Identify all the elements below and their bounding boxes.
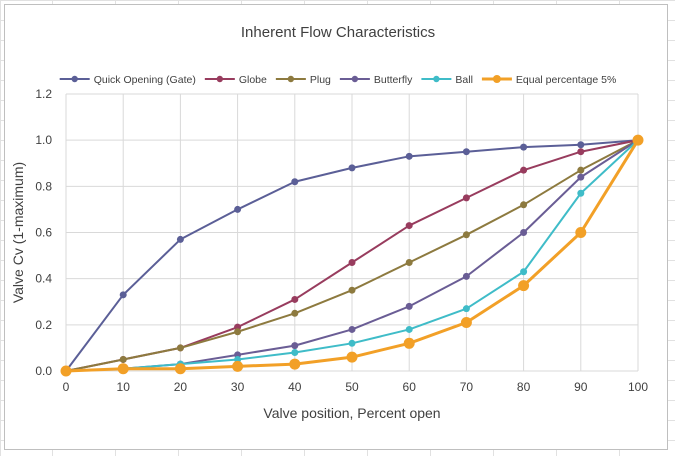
- y-tick-label: 0.4: [35, 272, 52, 286]
- x-tick-label: 40: [288, 380, 302, 394]
- data-point: [291, 349, 299, 357]
- data-point: [174, 363, 186, 375]
- data-point: [632, 134, 644, 146]
- x-tick-label: 80: [517, 380, 531, 394]
- x-tick-label: 100: [628, 380, 648, 394]
- x-tick-label: 30: [231, 380, 245, 394]
- data-point: [232, 360, 244, 372]
- data-point: [462, 148, 470, 156]
- data-point: [348, 164, 356, 172]
- legend-item: Ball: [421, 74, 473, 86]
- series-group: [60, 134, 644, 377]
- legend-label: Equal percentage 5%: [516, 74, 616, 86]
- data-point: [520, 268, 528, 276]
- data-point: [119, 355, 127, 363]
- legend-item: Quick Opening (Gate): [59, 74, 196, 86]
- line-chart: Inherent Flow Characteristics Quick Open…: [10, 24, 648, 421]
- legend-label: Ball: [455, 74, 473, 86]
- y-tick-label: 1.0: [35, 133, 52, 147]
- data-point: [520, 166, 528, 174]
- x-tick-label: 10: [117, 380, 131, 394]
- data-point: [577, 141, 585, 149]
- x-tick-label: 50: [345, 380, 359, 394]
- data-point: [520, 201, 528, 209]
- data-point: [289, 358, 301, 370]
- data-point: [348, 286, 356, 294]
- data-point: [462, 305, 470, 313]
- data-point: [405, 222, 413, 230]
- x-axis-title: Valve position, Percent open: [263, 405, 440, 421]
- data-point: [518, 280, 530, 292]
- data-point: [291, 342, 299, 350]
- data-point: [348, 325, 356, 333]
- data-point: [405, 302, 413, 310]
- legend-marker: [351, 75, 359, 83]
- data-point: [520, 229, 528, 236]
- data-point: [119, 291, 127, 299]
- x-tick-label: 20: [174, 380, 188, 394]
- y-tick-label: 0.6: [35, 226, 52, 240]
- data-point: [291, 178, 299, 186]
- data-point: [176, 344, 184, 352]
- data-point: [575, 227, 587, 238]
- chart-area[interactable]: Inherent Flow Characteristics Quick Open…: [4, 4, 668, 450]
- y-tick-label: 1.2: [35, 87, 52, 101]
- data-point: [291, 309, 299, 317]
- legend-marker: [216, 75, 224, 83]
- data-point: [234, 328, 242, 336]
- legend-item: Butterfly: [339, 74, 413, 86]
- x-tick-label: 0: [63, 380, 70, 394]
- series-5: [60, 134, 644, 377]
- legend-marker: [433, 75, 440, 83]
- legend-item: Globe: [204, 74, 267, 86]
- data-point: [577, 189, 585, 197]
- data-point: [348, 339, 356, 347]
- data-point: [462, 194, 470, 202]
- data-point: [346, 351, 358, 363]
- chart-title: Inherent Flow Characteristics: [241, 24, 435, 41]
- legend-item: Plug: [275, 74, 331, 86]
- legend-item: Equal percentage 5%: [481, 74, 616, 86]
- data-point: [348, 259, 356, 267]
- legend-label: Globe: [239, 74, 267, 86]
- y-tick-label: 0.2: [35, 318, 52, 332]
- legend-marker: [287, 75, 295, 83]
- data-point: [405, 152, 413, 160]
- x-tick-label: 90: [574, 380, 588, 394]
- y-axis-title: Valve Cv (1-maximum): [10, 162, 26, 303]
- data-point: [176, 235, 184, 243]
- data-point: [234, 205, 242, 213]
- data-point: [462, 272, 470, 280]
- data-point: [520, 143, 528, 151]
- legend-label: Quick Opening (Gate): [94, 74, 196, 86]
- tick-labels: 0 10 20 30 40 50 60 70 80 90 100 0.0 0.2 0.4 0.6 0.8 1.0…: [35, 87, 648, 394]
- legend-marker: [71, 75, 78, 83]
- data-point: [291, 295, 299, 303]
- legend-label: Plug: [310, 74, 331, 86]
- legend-label: Butterfly: [374, 74, 413, 86]
- data-point: [405, 259, 413, 267]
- y-tick-label: 0.0: [35, 364, 52, 378]
- data-point: [405, 325, 413, 333]
- legend: Quick Opening (Gate) Globe Plug Butterfly Ba…: [59, 74, 616, 86]
- y-tick-label: 0.8: [35, 179, 52, 193]
- data-point: [577, 166, 585, 174]
- data-point: [462, 231, 470, 239]
- data-point: [577, 173, 585, 181]
- legend-marker: [492, 75, 501, 83]
- data-point: [60, 365, 72, 377]
- data-point: [403, 337, 415, 349]
- x-tick-label: 60: [403, 380, 417, 394]
- data-point: [117, 363, 129, 375]
- data-point: [577, 148, 585, 156]
- data-point: [460, 317, 472, 329]
- x-tick-label: 70: [460, 380, 474, 394]
